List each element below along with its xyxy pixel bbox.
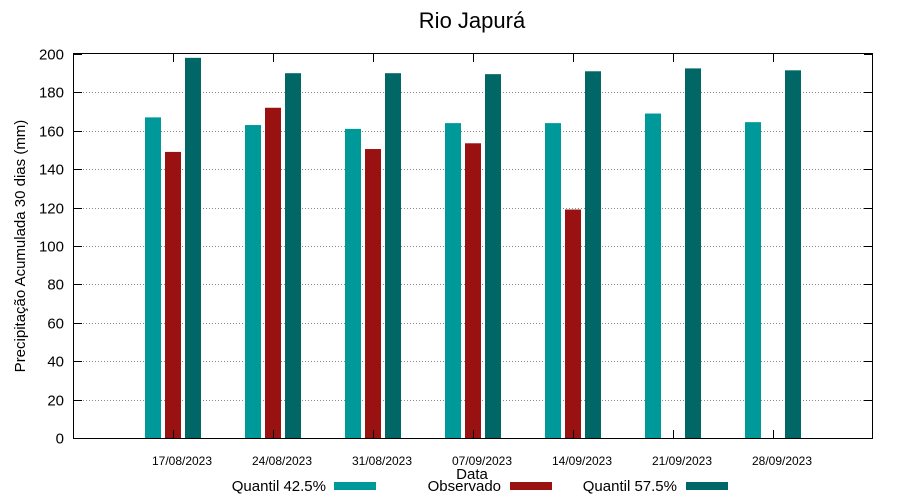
x-tick-label: 28/09/2023 <box>752 454 812 468</box>
x-axis-ticks: 17/08/2023 24/08/2023 31/08/2023 07/09/2023… <box>152 54 812 468</box>
bar-quantil-42-5-14-09-2023 <box>545 123 561 439</box>
bar-quantil-42-5-24-08-2023 <box>245 125 261 438</box>
x-tick-label: 17/08/2023 <box>152 454 212 468</box>
bar-quantil-42-5-17-08-2023 <box>145 117 161 439</box>
bar-observado-24-08-2023 <box>265 107 281 438</box>
bar-quantil-57-5-14-09-2023 <box>585 71 601 438</box>
bars <box>145 57 801 439</box>
legend-label: Quantil 42.5% <box>232 478 326 495</box>
bar-observado-17-08-2023 <box>165 151 181 439</box>
bar-quantil-57-5-07-09-2023 <box>485 74 501 438</box>
chart-title: Rio Japurá <box>419 8 526 33</box>
y-tick-label: 180 <box>39 85 64 102</box>
y-tick-label: 40 <box>47 354 64 371</box>
x-axis-label: Data <box>456 466 488 483</box>
x-tick-label: 21/09/2023 <box>652 454 712 468</box>
y-tick-label: 80 <box>47 277 64 294</box>
y-axis-ticks: 0 20 40 60 80 100 120 140 160 180 200 <box>39 47 872 448</box>
y-tick-label: 120 <box>39 201 64 218</box>
bar-quantil-57-5-17-08-2023 <box>185 57 201 439</box>
plot-frame <box>73 53 873 439</box>
bar-quantil-57-5-31-08-2023 <box>385 73 401 438</box>
legend-label: Observado <box>428 478 501 495</box>
bar-quantil-42-5-21-09-2023 <box>645 113 661 439</box>
bar-quantil-57-5-21-09-2023 <box>685 68 701 439</box>
legend-swatch <box>686 482 728 490</box>
bar-quantil-42-5-28-09-2023 <box>745 122 761 438</box>
x-tick-label: 31/08/2023 <box>352 454 412 468</box>
y-tick-label: 160 <box>39 124 64 141</box>
legend-label: Quantil 57.5% <box>583 478 677 495</box>
bar-observado-14-09-2023 <box>565 209 581 438</box>
y-tick-label: 140 <box>39 162 64 179</box>
legend-swatch <box>334 482 376 490</box>
x-tick-label: 07/09/2023 <box>452 454 512 468</box>
y-tick-label: 60 <box>47 316 64 333</box>
legend: Quantil 42.5% Observado Quantil 57.5% <box>232 478 728 495</box>
x-tick-label: 24/08/2023 <box>252 454 312 468</box>
y-tick-label: 100 <box>39 239 64 256</box>
bar-observado-31-08-2023 <box>365 149 381 439</box>
x-tick-label: 14/09/2023 <box>552 454 612 468</box>
y-axis-label: Precipitação Acumulada 30 dias (mm) <box>12 120 29 373</box>
y-tick-label: 20 <box>47 393 64 410</box>
bar-quantil-57-5-28-09-2023 <box>785 70 801 438</box>
bar-quantil-57-5-24-08-2023 <box>285 73 301 438</box>
y-tick-label: 200 <box>39 47 64 64</box>
y-tick-label: 0 <box>56 431 64 448</box>
bar-quantil-42-5-07-09-2023 <box>445 123 461 439</box>
bar-observado-07-09-2023 <box>465 143 481 438</box>
legend-swatch <box>510 482 552 490</box>
bar-quantil-42-5-31-08-2023 <box>345 128 361 438</box>
